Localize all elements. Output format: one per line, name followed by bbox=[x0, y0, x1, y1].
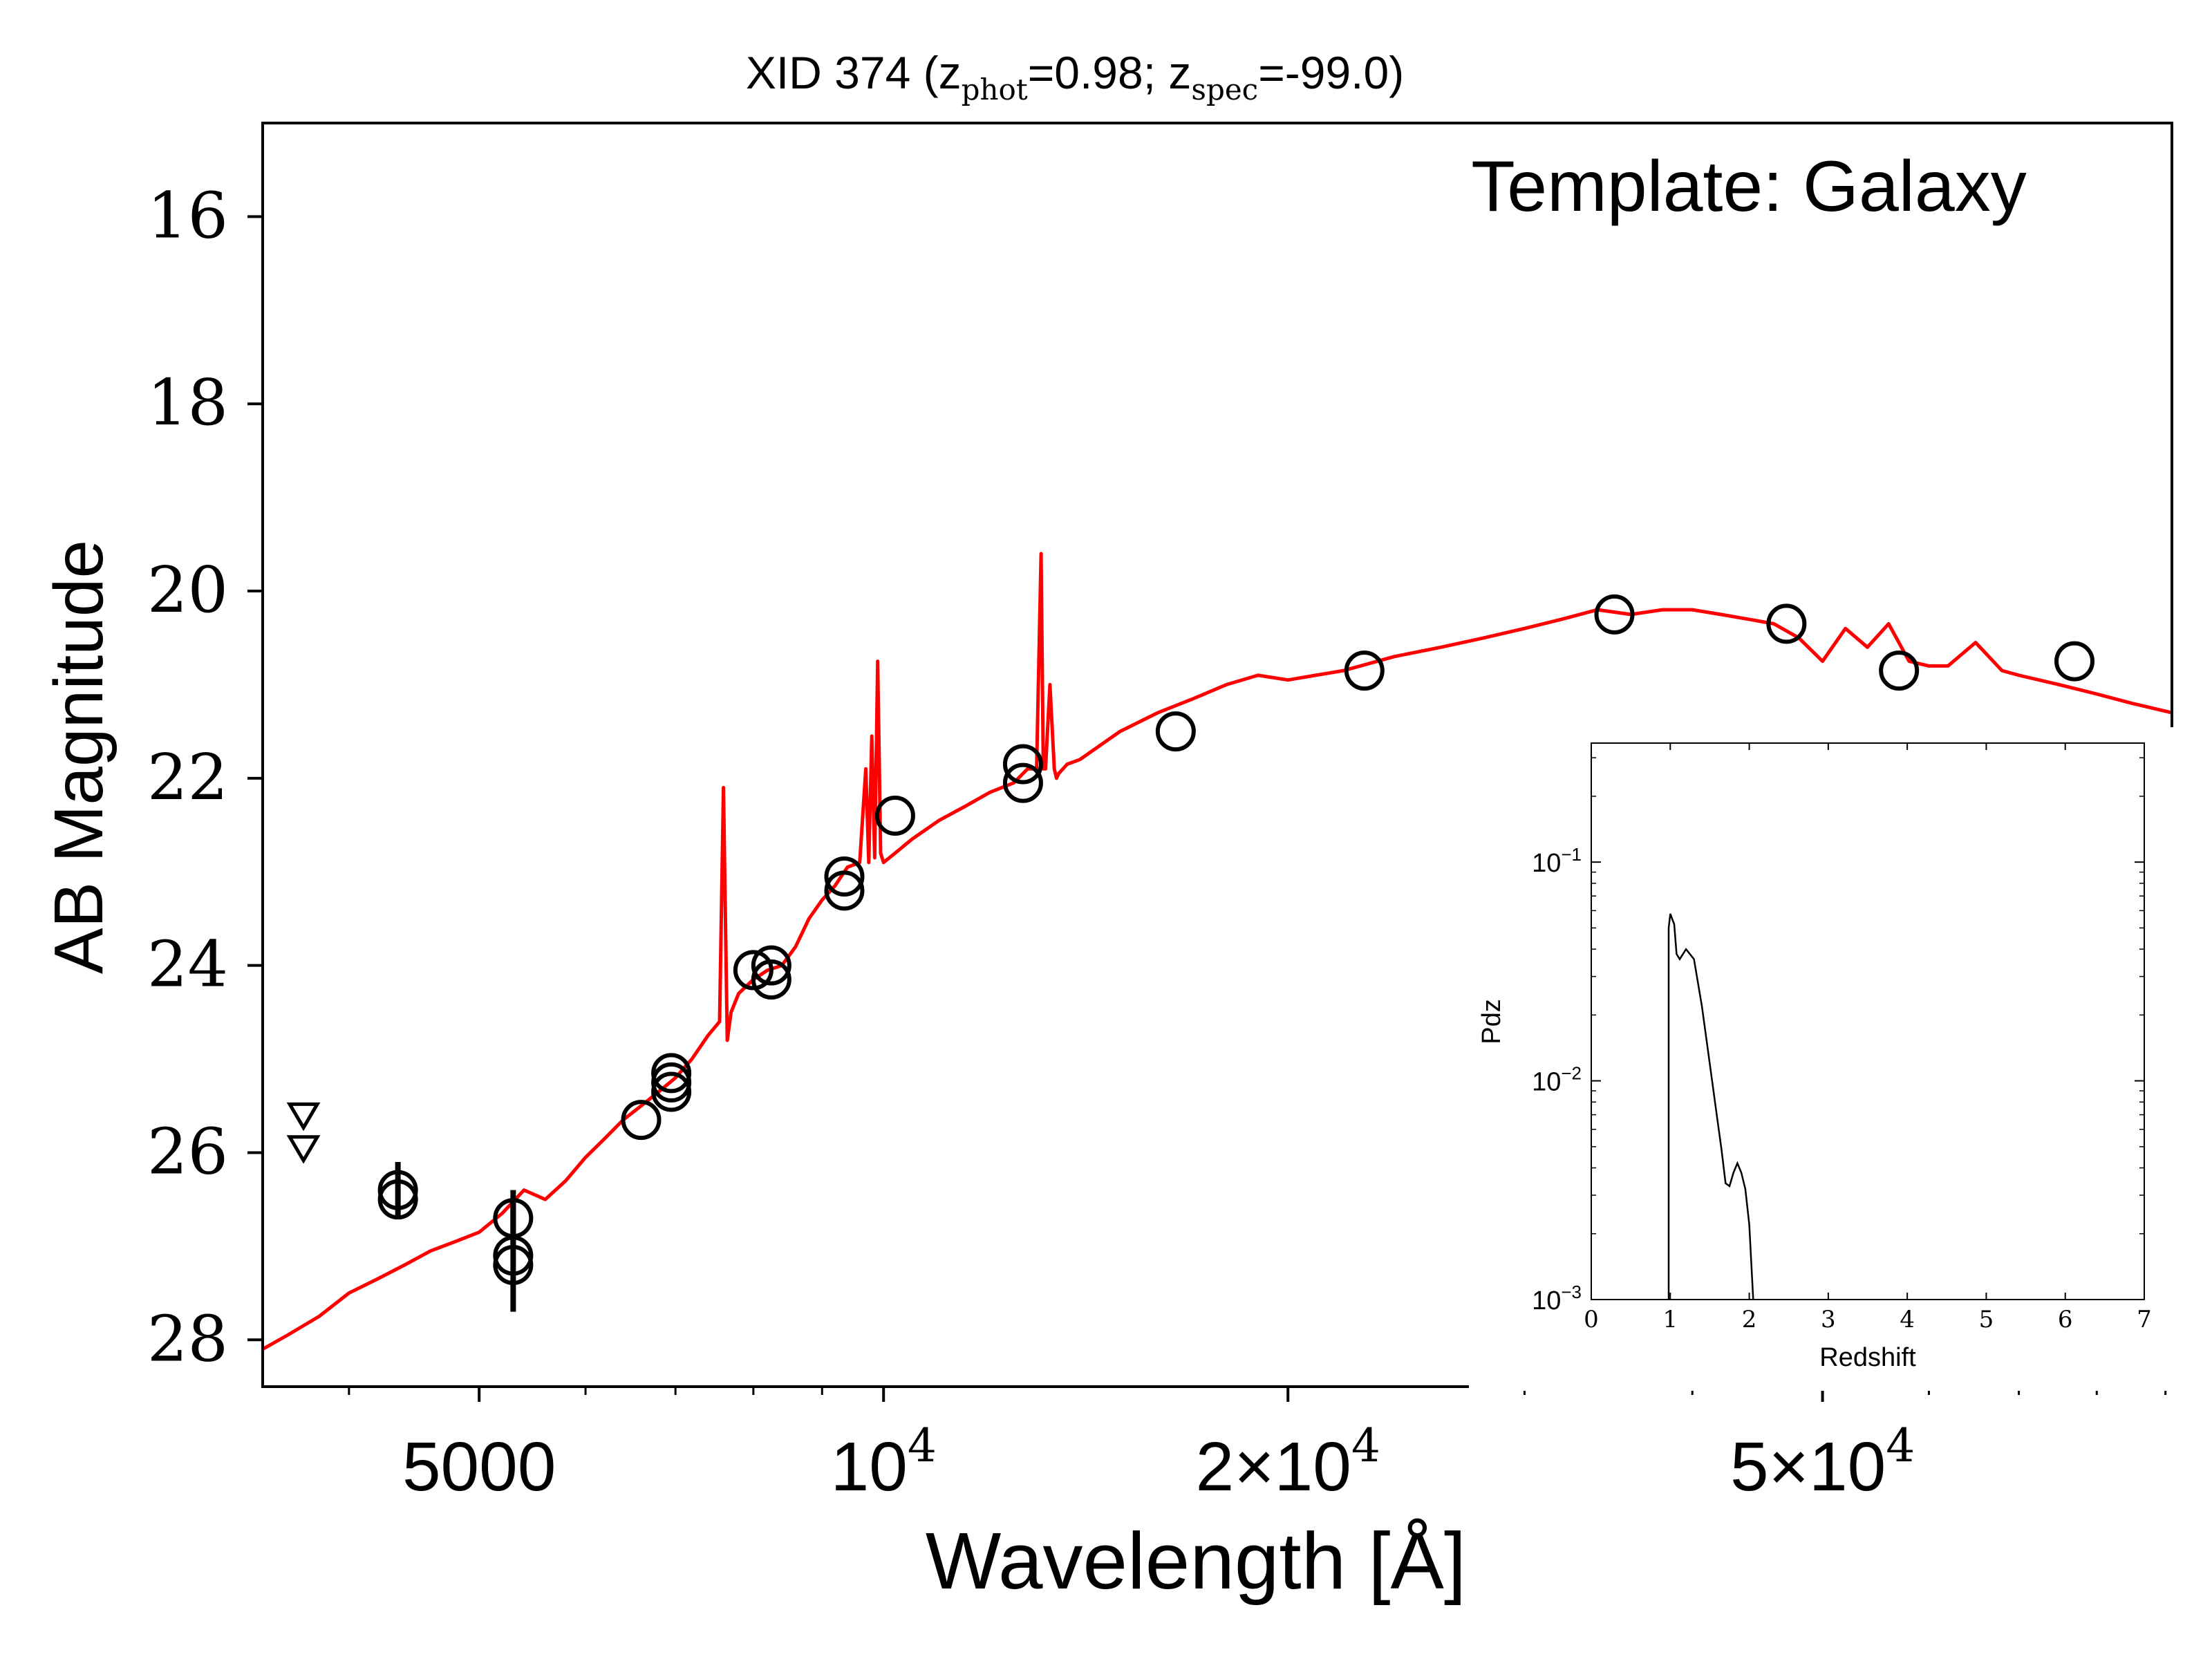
y-tick-label: 18 bbox=[147, 366, 228, 440]
data-point bbox=[824, 870, 865, 911]
data-point bbox=[1766, 603, 1807, 644]
inset-background bbox=[1469, 727, 2181, 1391]
x-axis-label: Wavelength [Å] bbox=[926, 1516, 1466, 1606]
data-point bbox=[493, 1198, 534, 1239]
inset-x-tick-label: 7 bbox=[2137, 1306, 2152, 1333]
chart-title: XID 374 (zphot=0.98; zspec=-99.0) bbox=[746, 47, 1404, 106]
data-point bbox=[377, 1170, 418, 1210]
inset-x-tick-label: 6 bbox=[2058, 1306, 2073, 1333]
inset-x-tick-label: 3 bbox=[1821, 1306, 1836, 1333]
data-point bbox=[493, 1235, 534, 1276]
inset-y-label: Pdz bbox=[1477, 999, 1506, 1044]
data-point bbox=[1344, 650, 1385, 691]
upper-limit-markers bbox=[286, 1102, 321, 1164]
upper-limit-marker bbox=[286, 1102, 321, 1132]
data-point bbox=[751, 945, 791, 986]
data-point bbox=[1155, 711, 1196, 752]
x-tick-label: 5×104 bbox=[1730, 1419, 1915, 1506]
y-tick-label: 26 bbox=[147, 1114, 228, 1188]
y-axis-label: AB Magnitude bbox=[40, 540, 118, 974]
y-tick-label: 28 bbox=[147, 1302, 228, 1376]
inset-x-tick-label: 4 bbox=[1900, 1306, 1915, 1333]
model-spectrum-line bbox=[263, 552, 2172, 1351]
data-point bbox=[651, 1053, 692, 1094]
data-point bbox=[1002, 762, 1043, 803]
y-tick-label: 16 bbox=[147, 178, 228, 252]
y-tick-label: 24 bbox=[147, 928, 228, 1002]
pdz-curve bbox=[1667, 913, 1754, 1300]
inset-y-tick-label: 10−1 bbox=[1532, 844, 1582, 878]
inset-x-label: Redshift bbox=[1819, 1343, 1916, 1372]
x-axis-ticks: 5000 104 2×104 5×104 bbox=[348, 1387, 2167, 1506]
data-point bbox=[651, 1062, 692, 1103]
y-tick-label: 20 bbox=[147, 553, 228, 627]
upper-limit-marker bbox=[286, 1135, 321, 1164]
inset-x-ticks: 0 1 2 3 4 5 6 7 bbox=[1584, 743, 2152, 1333]
x-tick-label: 5000 bbox=[402, 1428, 556, 1506]
data-point bbox=[2054, 641, 2095, 682]
inset-y-ticks: 10−1 10−2 10−3 bbox=[1532, 757, 2144, 1315]
data-point bbox=[751, 959, 791, 1000]
x-tick-label: 2×104 bbox=[1196, 1419, 1380, 1506]
inset-y-tick-label: 10−3 bbox=[1532, 1282, 1582, 1315]
inset-y-tick-label: 10−2 bbox=[1532, 1063, 1582, 1097]
y-axis-ticks: 16 18 20 22 24 26 28 bbox=[147, 178, 263, 1376]
data-point bbox=[651, 1071, 692, 1112]
inset-x-tick-label: 0 bbox=[1584, 1306, 1599, 1333]
data-point bbox=[377, 1179, 418, 1220]
template-annotation: Template: Galaxy bbox=[1471, 147, 2026, 227]
data-point bbox=[1002, 744, 1043, 785]
inset-x-tick-label: 5 bbox=[1979, 1306, 1994, 1333]
x-tick-label: 104 bbox=[831, 1419, 937, 1506]
data-point bbox=[874, 796, 915, 836]
data-point bbox=[621, 1100, 662, 1141]
inset-x-tick-label: 1 bbox=[1662, 1306, 1678, 1333]
data-point bbox=[1879, 650, 1920, 691]
photometry-points bbox=[377, 594, 2095, 1285]
pdz-inset: 0 1 2 3 4 5 6 7 10−1 10−2 10−3 Redshift Pdz bbox=[1469, 727, 2181, 1391]
y-tick-label: 22 bbox=[147, 740, 228, 814]
data-point bbox=[824, 856, 865, 897]
data-point bbox=[1594, 594, 1635, 635]
inset-frame bbox=[1591, 742, 2145, 1300]
inset-x-tick-label: 2 bbox=[1742, 1306, 1757, 1333]
data-point bbox=[493, 1244, 534, 1285]
